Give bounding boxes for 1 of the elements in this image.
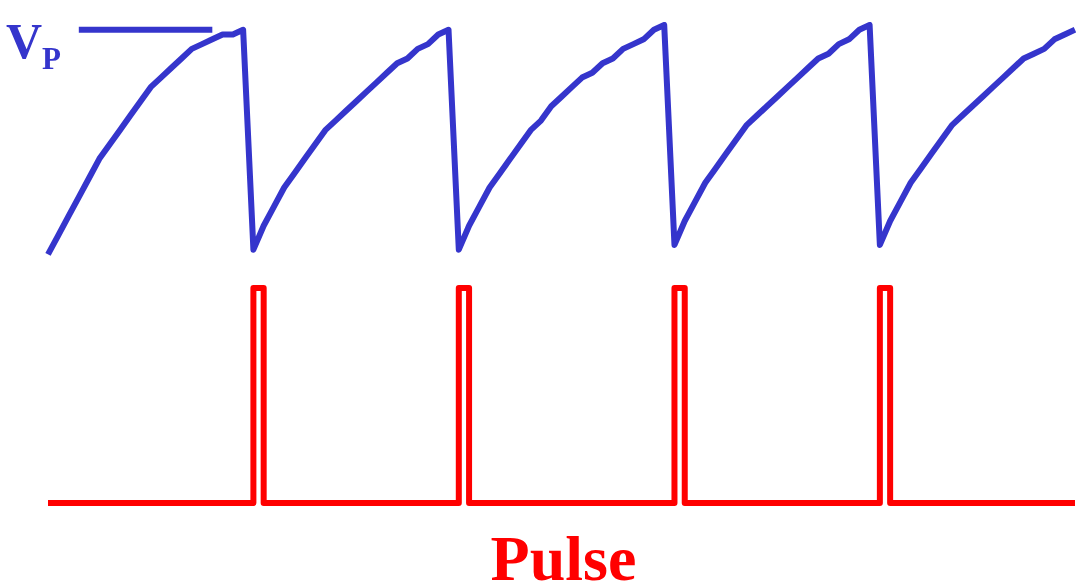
text: Pulse xyxy=(490,523,637,588)
